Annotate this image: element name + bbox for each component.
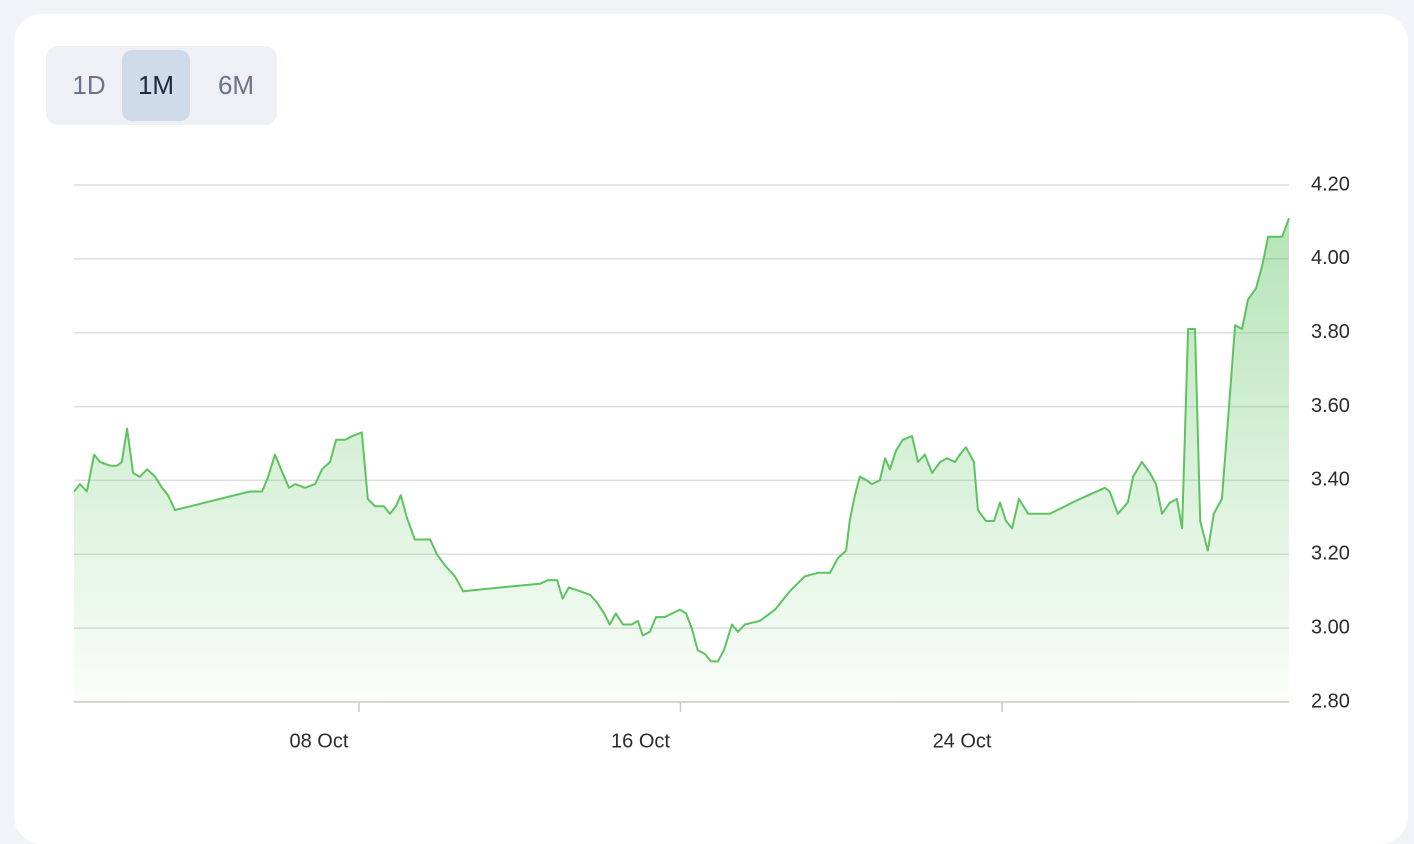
y-tick-label: 4.00 (1311, 247, 1350, 269)
range-button[interactable]: 1D (72, 70, 106, 100)
x-tick-label: 16 Oct (611, 730, 670, 752)
y-tick-label: 3.00 (1311, 616, 1350, 638)
y-tick-label: 3.40 (1311, 469, 1350, 491)
y-tick-label: 3.20 (1311, 543, 1350, 565)
range-selector: 1D 1M 6M (46, 46, 277, 125)
x-tick-label: 24 Oct (933, 730, 992, 752)
price-line (73, 217, 1290, 663)
y-tick-label: 2.80 (1311, 690, 1350, 712)
x-tick-label: 08 Oct (289, 730, 348, 752)
y-tick-label: 4.20 (1311, 173, 1350, 195)
area-fill (74, 218, 1289, 702)
y-tick-label: 3.80 (1311, 321, 1350, 343)
card (14, 14, 1408, 844)
y-tick-label: 3.60 (1311, 395, 1350, 417)
range-button[interactable]: 1M (122, 50, 190, 121)
range-button[interactable]: 6M (217, 70, 255, 100)
